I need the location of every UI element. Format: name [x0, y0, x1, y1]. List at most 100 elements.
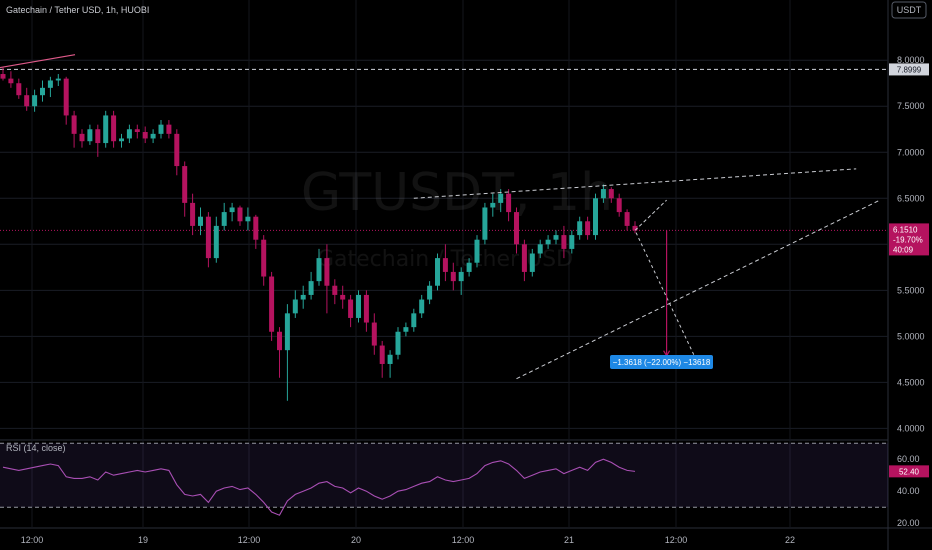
candle[interactable] — [119, 133, 124, 148]
time-tick-label: 20 — [351, 535, 361, 545]
candle[interactable] — [482, 202, 488, 245]
wedge-lower-trendline[interactable] — [516, 199, 881, 380]
candle[interactable] — [553, 230, 559, 245]
currency-badge[interactable]: USDT — [891, 1, 927, 19]
candle[interactable] — [95, 124, 101, 157]
candle-body — [395, 331, 401, 355]
candle[interactable] — [221, 202, 227, 231]
candle[interactable] — [205, 212, 211, 268]
candle[interactable] — [316, 248, 322, 286]
candle[interactable] — [182, 161, 188, 217]
candle[interactable] — [577, 216, 583, 240]
candle[interactable] — [490, 193, 496, 217]
candle[interactable] — [348, 294, 354, 328]
candle[interactable] — [537, 239, 543, 259]
candle[interactable] — [103, 110, 109, 148]
candle[interactable] — [111, 110, 117, 148]
candle[interactable] — [561, 225, 567, 259]
candle[interactable] — [300, 285, 306, 309]
candle[interactable] — [411, 308, 417, 332]
candle[interactable] — [545, 235, 551, 249]
candle[interactable] — [624, 209, 630, 231]
time-axis[interactable]: 12:00 19 12:00 20 12:00 21 12:00 22 — [21, 535, 795, 545]
candle[interactable] — [506, 189, 512, 222]
candle[interactable] — [529, 248, 535, 277]
candle[interactable] — [0, 67, 6, 81]
candle[interactable] — [569, 230, 575, 254]
candle[interactable] — [332, 279, 338, 305]
candle[interactable] — [363, 290, 369, 332]
pink-trendline[interactable] — [0, 54, 76, 69]
candle[interactable] — [395, 327, 401, 360]
candle[interactable] — [593, 193, 598, 240]
candle[interactable] — [229, 202, 235, 222]
candle[interactable] — [632, 221, 638, 234]
candle[interactable] — [284, 304, 290, 401]
candle[interactable] — [126, 124, 132, 144]
candlestick-series[interactable] — [0, 67, 638, 401]
candle[interactable] — [324, 244, 330, 314]
candle[interactable] — [190, 193, 196, 236]
wedge-upper-trendline[interactable] — [413, 168, 857, 199]
candle[interactable] — [261, 235, 267, 286]
candle-body — [166, 124, 172, 134]
candle[interactable] — [450, 262, 456, 291]
candle[interactable] — [166, 120, 172, 139]
candle[interactable] — [616, 193, 622, 217]
candle[interactable] — [371, 313, 377, 355]
candle[interactable] — [403, 322, 409, 337]
candle[interactable] — [47, 76, 53, 98]
candle[interactable] — [514, 207, 519, 254]
candle[interactable] — [16, 78, 22, 99]
candle[interactable] — [237, 205, 243, 226]
measure-label-box[interactable]: −1.3618 (−22.00%) −13618 — [610, 355, 713, 369]
candle[interactable] — [356, 290, 361, 323]
candle[interactable] — [158, 120, 164, 139]
candle[interactable] — [63, 76, 69, 125]
candle[interactable] — [150, 129, 156, 144]
candle[interactable] — [24, 87, 30, 111]
candle[interactable] — [213, 216, 219, 263]
candle[interactable] — [174, 129, 180, 176]
candle[interactable] — [79, 129, 85, 148]
projection-path[interactable] — [634, 199, 695, 356]
candle[interactable] — [442, 244, 448, 282]
candle[interactable] — [8, 71, 14, 88]
candle[interactable] — [245, 207, 251, 231]
candle[interactable] — [585, 216, 591, 240]
candle[interactable] — [277, 327, 282, 378]
candle[interactable] — [340, 285, 346, 309]
candle-body — [174, 133, 180, 167]
drawing-tools[interactable]: −1.3618 (−22.00%) −13618 — [0, 54, 881, 380]
candle[interactable] — [87, 124, 93, 145]
candle[interactable] — [608, 187, 614, 203]
candle[interactable] — [379, 340, 385, 378]
rsi-line[interactable] — [2, 458, 636, 516]
candle[interactable] — [134, 124, 140, 139]
candle[interactable] — [600, 184, 606, 203]
candle[interactable] — [427, 281, 433, 305]
candle[interactable] — [71, 110, 77, 148]
price-axis[interactable]: 8.00007.50007.00006.50006.00005.50005.00… — [897, 55, 925, 528]
candle[interactable] — [292, 290, 298, 318]
rsi-pane[interactable] — [0, 442, 888, 516]
candle[interactable] — [40, 80, 45, 102]
candle[interactable] — [387, 350, 393, 378]
candle[interactable] — [466, 258, 472, 277]
candle[interactable] — [142, 126, 148, 144]
candle-body — [190, 202, 196, 226]
candle[interactable] — [458, 267, 464, 295]
candle[interactable] — [32, 89, 38, 112]
candle[interactable] — [474, 235, 480, 268]
candle[interactable] — [253, 214, 259, 249]
candle-body — [498, 193, 504, 203]
candle[interactable] — [198, 207, 203, 236]
candle[interactable] — [269, 271, 275, 341]
candle[interactable] — [419, 294, 425, 318]
candle[interactable] — [55, 74, 61, 86]
candle[interactable] — [435, 253, 440, 291]
candle[interactable] — [308, 271, 314, 300]
rsi-tick-label: 60.00 — [897, 454, 920, 464]
candle[interactable] — [521, 239, 527, 282]
